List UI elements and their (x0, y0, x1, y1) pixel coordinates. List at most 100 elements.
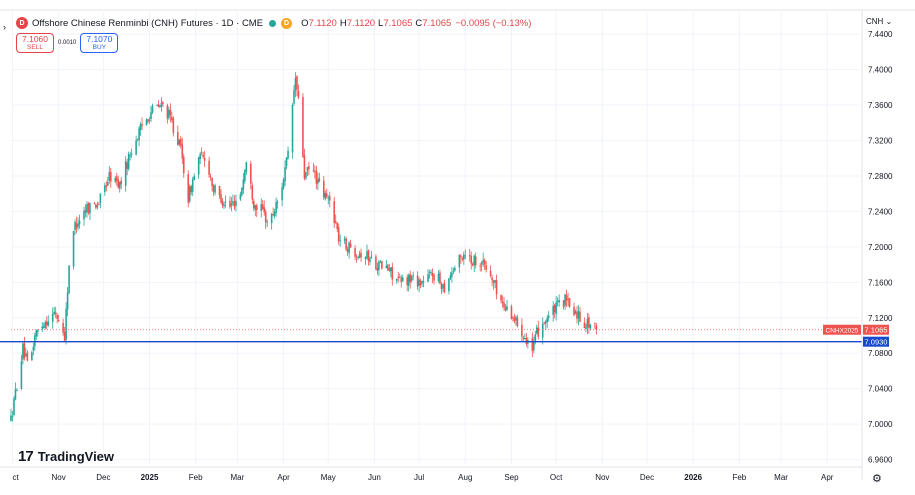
candle-body (515, 316, 517, 321)
candle-body (275, 201, 277, 213)
candle-body (451, 272, 453, 277)
spread-value: 0.0010 (58, 40, 77, 46)
candle-body (585, 326, 587, 329)
candle (416, 271, 419, 291)
candle (136, 138, 139, 142)
sell-label: SELL (27, 44, 43, 51)
candles (10, 72, 598, 422)
candle (127, 151, 130, 171)
candle-body (171, 116, 173, 121)
candle (31, 350, 33, 362)
candle (541, 317, 544, 345)
candle (494, 279, 496, 288)
candle (314, 165, 316, 179)
candle-body (254, 205, 257, 210)
currency-selector[interactable]: CNH ⌄ (866, 17, 893, 26)
candle-body (181, 144, 184, 159)
candle-body (546, 317, 549, 322)
candle (522, 335, 525, 342)
candle (200, 147, 203, 156)
candle-body (160, 102, 163, 107)
candle-body (98, 204, 100, 205)
candle (594, 322, 596, 330)
candle-body (56, 315, 58, 319)
candle (503, 296, 505, 311)
candle (381, 260, 383, 270)
candle-body (104, 185, 106, 193)
candle-body (547, 315, 550, 319)
candle-body (124, 161, 127, 186)
candle-body (136, 139, 139, 140)
candle (583, 317, 586, 329)
x-tick-label: Oct (550, 473, 563, 482)
candle-body (263, 207, 266, 213)
candle (232, 194, 234, 206)
chevron-right-icon[interactable]: › (3, 22, 6, 32)
candle-body (358, 254, 361, 258)
candle-body (120, 180, 123, 185)
x-tick-label: Jul (414, 473, 424, 482)
candle-body (62, 323, 64, 333)
symbol-title[interactable]: Offshore Chinese Renminbi (CNH) Futures … (32, 17, 264, 29)
candle (282, 177, 285, 190)
candle-body (127, 153, 130, 169)
candle-body (109, 171, 112, 182)
candle (107, 176, 109, 186)
close-label: C (415, 17, 423, 29)
candle (433, 273, 435, 285)
settings-gear-icon[interactable]: ⚙ (872, 473, 882, 485)
x-axis[interactable]: ct Nov Dec 2025 Feb Mar Apr May Jun Jul Aug Sep Oct N… (0, 466, 862, 482)
candle (348, 241, 350, 259)
y-axis[interactable]: 7.4400 7.4000 7.3600 7.3200 7.2800 7.2400 7.20… (861, 10, 893, 480)
candle (166, 103, 169, 124)
candle-body (328, 196, 331, 201)
data-badge-icon[interactable]: D (281, 17, 293, 29)
tradingview-watermark[interactable]: 17 TradingView (18, 448, 114, 465)
candle (104, 182, 106, 196)
x-tick-label: Apr (277, 473, 290, 482)
x-tick-label: Feb (732, 473, 746, 482)
x-tick-label: Feb (189, 473, 203, 482)
candle (135, 135, 137, 156)
candle-body (412, 275, 414, 276)
candle-body (74, 221, 76, 231)
candle-body (583, 322, 586, 329)
candle (506, 299, 508, 312)
candle-body (108, 172, 111, 181)
candle-body (579, 311, 581, 322)
candle (492, 279, 495, 290)
candle (229, 196, 231, 209)
candle-body (130, 153, 133, 155)
candle (543, 321, 546, 325)
candle-body (66, 292, 69, 310)
candle (202, 151, 204, 159)
candle-body (315, 170, 318, 184)
candle (479, 263, 481, 272)
candle-body (479, 265, 481, 267)
candle (159, 104, 161, 109)
candle-body (187, 174, 190, 203)
candle-body (285, 157, 288, 167)
candle-body (221, 200, 224, 206)
candle (168, 106, 170, 120)
buy-button[interactable]: 7.1070 BUY (80, 33, 119, 53)
candle (63, 326, 66, 342)
sell-button[interactable]: 7.1060 SELL (16, 33, 54, 53)
candle-body (251, 185, 254, 200)
candle-body (407, 275, 410, 286)
candle-body (381, 261, 383, 269)
candle (54, 306, 57, 319)
candle (449, 271, 452, 281)
candle (482, 252, 484, 267)
candle (294, 72, 297, 98)
candle-body (348, 242, 350, 254)
candle (324, 190, 327, 201)
candle (501, 295, 504, 308)
candle (375, 254, 377, 271)
candle (337, 223, 340, 246)
candle (537, 320, 540, 340)
candle (336, 222, 338, 233)
candle-body (367, 250, 370, 261)
x-tick-label: Mar (774, 473, 788, 482)
